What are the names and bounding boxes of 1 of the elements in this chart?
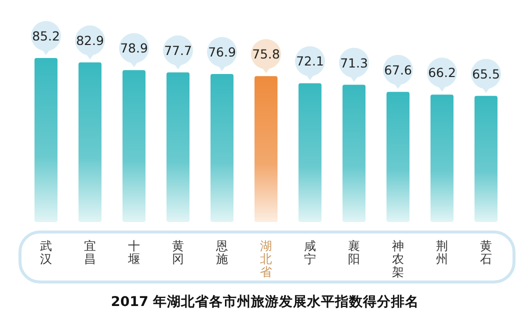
title: 2017 年湖北省各市州旅游发展水平指数得分排名 <box>110 294 420 310</box>
